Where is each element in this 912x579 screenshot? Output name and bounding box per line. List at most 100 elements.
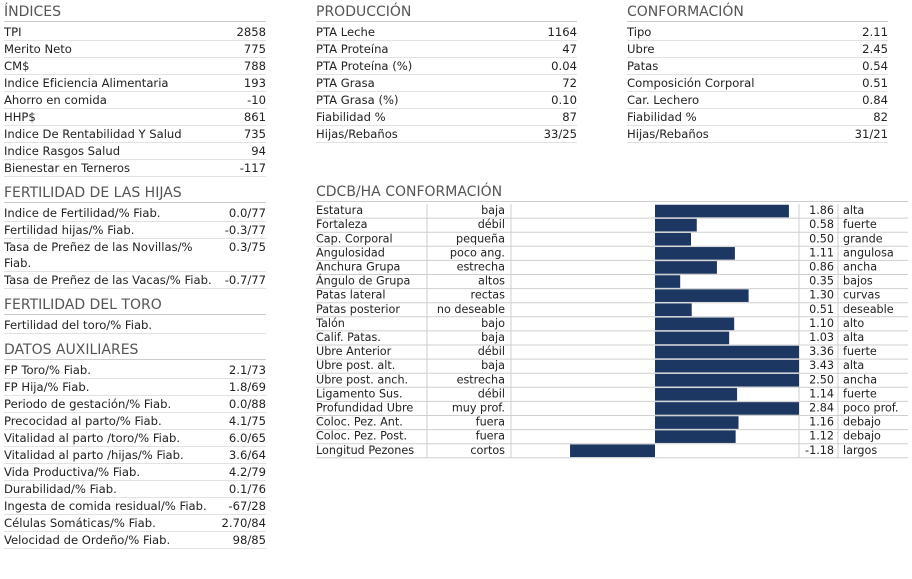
bar	[570, 444, 655, 458]
table-row: Velocidad de Ordeño/% Fiab. 98/85	[4, 531, 266, 549]
trait: Profundidad Ubre	[316, 401, 413, 414]
table-row: Vitalidad al parto /hijas/% Fiab. 3.6/64	[4, 446, 266, 464]
row-label: PTA Proteína	[316, 40, 510, 58]
row-label: Indice Eficiencia Alimentaria	[4, 74, 229, 92]
row-value: 193	[228, 74, 266, 92]
high-label: fuerte	[843, 345, 877, 358]
low-label: estrecha	[457, 260, 505, 273]
value-label: 1.10	[809, 317, 834, 330]
trait: Patas lateral	[316, 289, 386, 302]
section: DATOS AUXILIARES FP Toro/% Fiab. 2.1/73 FP …	[4, 341, 266, 549]
high-label: ancha	[843, 260, 877, 273]
section: CONFORMACIÓN Tipo 2.11 Ubre 2.45 Patas 0.54 Com…	[627, 3, 888, 143]
bar	[655, 204, 789, 218]
row-label: Velocidad de Ordeño/% Fiab.	[4, 531, 216, 549]
section-title: FERTILIDAD DE LAS HIJAS	[4, 184, 266, 203]
row-value: 775	[228, 40, 266, 58]
trait: Ubre post. alt.	[316, 359, 395, 372]
high-label: alta	[843, 331, 864, 344]
trait: Angulosidad	[316, 246, 385, 259]
row-value: 0.3/75	[216, 238, 266, 272]
row-value: 72	[509, 74, 577, 92]
trait: Coloc. Pez. Ant.	[316, 416, 403, 429]
right-column: CONFORMACIÓN Tipo 2.11 Ubre 2.45 Patas 0.54 Com…	[627, 3, 888, 150]
high-label: largos	[843, 444, 877, 457]
bar	[655, 275, 681, 288]
row-value: 82	[833, 108, 888, 126]
section: FERTILIDAD DE LAS HIJAS Indice de Fertili…	[4, 184, 266, 289]
table-row: Indice Eficiencia Alimentaria 193	[4, 74, 266, 92]
trait: Fortaleza	[316, 218, 367, 231]
table-row: Hijas/Rebaños 31/21	[627, 125, 888, 143]
bar	[655, 218, 697, 232]
trait: Ubre post. anch.	[316, 373, 408, 386]
data-table: PTA Leche 1164 PTA Proteína 47 PTA Proteína …	[316, 24, 577, 143]
row-label: Hijas/Rebaños	[627, 125, 834, 143]
value-label: 1.14	[809, 387, 834, 400]
row-label: Tasa de Preñez de las Novillas/% Fiab.	[4, 238, 216, 272]
low-label: baja	[481, 204, 505, 217]
bar	[655, 317, 735, 331]
table-row: Patas 0.54	[627, 57, 888, 75]
low-label: no deseable	[437, 303, 505, 316]
trait: Ligamento Sus.	[316, 387, 403, 400]
table-row: Precocidad al parto/% Fiab. 4.1/75	[4, 412, 266, 430]
row-label: Vitalidad al parto /hijas/% Fiab.	[4, 446, 216, 464]
value-label: 0.35	[809, 275, 834, 288]
value-label: 1.86	[809, 204, 834, 217]
row-label: PTA Leche	[316, 24, 510, 41]
low-label: débil	[478, 387, 505, 400]
row-value: 0.51	[833, 74, 888, 92]
row-value: 3.6/64	[216, 446, 266, 464]
row-value: 98/85	[216, 531, 266, 549]
row-value: -117	[228, 159, 266, 177]
row-label: HHP$	[4, 108, 229, 126]
middle-column: PRODUCCIÓN PTA Leche 1164 PTA Proteína 47 PTA…	[316, 3, 577, 150]
bar	[655, 359, 799, 373]
row-label: PTA Grasa	[316, 74, 510, 92]
value-label: 0.51	[809, 303, 834, 316]
section: ÍNDICES TPI 2858 Merito Neto 775 CM$ 788 Indice…	[4, 3, 266, 177]
trait: Ubre Anterior	[316, 345, 392, 358]
table-row: Tasa de Preñez de las Novillas/% Fiab. 0.…	[4, 238, 266, 272]
bar	[655, 331, 730, 345]
row-label: Ubre	[627, 40, 834, 58]
trait: Anchura Grupa	[316, 260, 400, 273]
table-row: Ahorro en comida -10	[4, 91, 266, 109]
value-label: 1.16	[809, 416, 834, 429]
table-row: Durabilidad/% Fiab. 0.1/76	[4, 480, 266, 498]
row-label: CM$	[4, 57, 229, 75]
high-label: debajo	[843, 416, 881, 429]
row-label: Fertilidad hijas/% Fiab.	[4, 221, 216, 239]
table-row: FP Toro/% Fiab. 2.1/73	[4, 362, 266, 379]
bar	[655, 289, 749, 302]
value-label: 0.58	[809, 218, 834, 231]
row-value: 0.0/88	[216, 395, 266, 413]
table-row: Vitalidad al parto /toro/% Fiab. 6.0/65	[4, 429, 266, 447]
bar	[655, 232, 691, 246]
row-value: 861	[228, 108, 266, 126]
high-label: curvas	[843, 289, 880, 302]
bar	[655, 247, 735, 260]
section-title: CDCB/HA CONFORMACIÓN	[316, 183, 908, 202]
low-label: muy prof.	[452, 401, 505, 414]
trait: Estatura	[316, 204, 363, 217]
row-label: Composición Corporal	[627, 74, 834, 92]
row-value: 94	[228, 142, 266, 160]
table-row: Hijas/Rebaños 33/25	[316, 125, 577, 143]
trait: Coloc. Pez. Post.	[316, 430, 407, 443]
high-label: alto	[843, 317, 864, 330]
value-label: 1.12	[809, 430, 834, 443]
row-label: Indice Rasgos Salud	[4, 142, 229, 160]
row-value: 87	[509, 108, 577, 126]
bar	[655, 303, 692, 317]
row-value: 1.8/69	[216, 378, 266, 396]
section: PRODUCCIÓN PTA Leche 1164 PTA Proteína 47 PTA…	[316, 3, 577, 143]
table-row: Periodo de gestación/% Fiab. 0.0/88	[4, 395, 266, 413]
value-label: 2.50	[809, 373, 834, 386]
high-label: deseable	[843, 303, 894, 316]
row-value: 0.84	[833, 91, 888, 109]
value-label: 1.11	[809, 246, 834, 259]
section-title: CONFORMACIÓN	[627, 3, 888, 22]
